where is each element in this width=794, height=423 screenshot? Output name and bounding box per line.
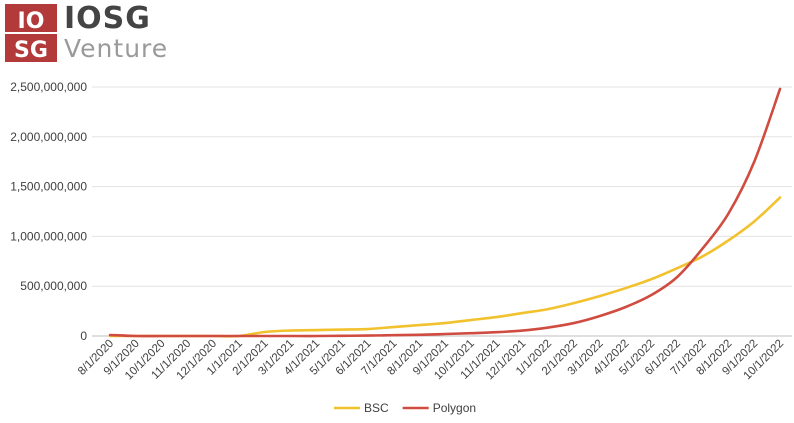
y-tick-label: 500,000,000 — [20, 279, 87, 293]
legend-label-bsc: BSC — [364, 401, 389, 415]
iosg-logo-mark: IO SG — [5, 4, 57, 62]
chart-gridlines — [92, 86, 792, 337]
y-tick-label: 2,000,000,000 — [10, 130, 87, 144]
logo-wordmark: IOSG — [64, 1, 151, 36]
chart-legend: BSC Polygon — [334, 401, 476, 415]
legend-label-polygon: Polygon — [433, 401, 476, 415]
logo-mark-bottom: SG — [14, 38, 48, 62]
logo-subtitle: Venture — [64, 34, 169, 63]
chart-series — [108, 87, 782, 338]
x-axis: 8/1/20209/1/202010/1/202011/1/202012/1/2… — [76, 338, 786, 383]
y-tick-label: 1,500,000,000 — [10, 180, 87, 194]
y-tick-label: 2,500,000,000 — [10, 80, 87, 94]
y-tick-label: 1,000,000,000 — [10, 229, 87, 243]
logo-mark-top: IO — [18, 9, 45, 34]
y-axis: 0 500,000,000 1,000,000,000 1,500,000,000 2,… — [10, 80, 87, 343]
series-line-bsc — [108, 196, 782, 338]
y-tick-label: 0 — [80, 329, 87, 343]
series-line-polygon — [108, 87, 782, 338]
